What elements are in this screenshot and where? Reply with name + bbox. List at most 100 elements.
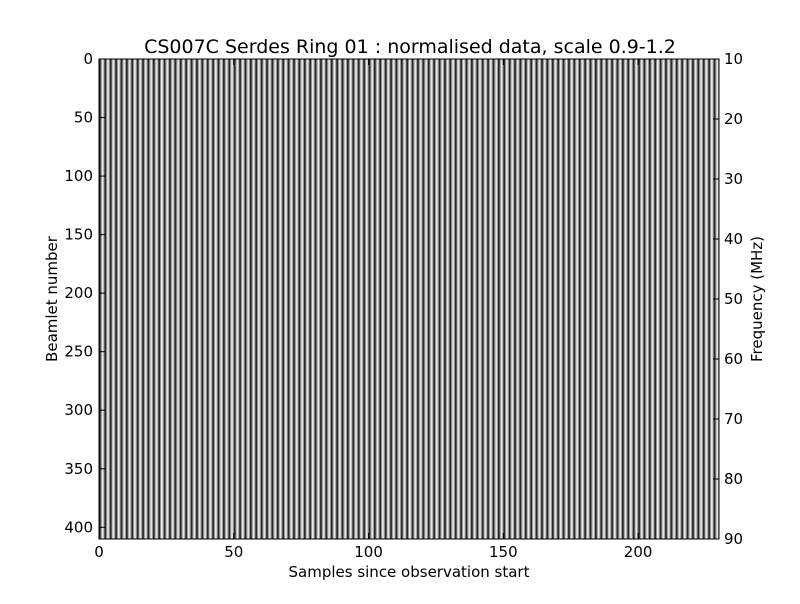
heatmap-column-edge — [141, 59, 143, 539]
heatmap-column — [659, 59, 663, 539]
heatmap-column-edge — [364, 59, 366, 539]
heatmap-column — [452, 59, 456, 539]
heatmap-column-edge — [451, 59, 453, 539]
heatmap-column — [325, 59, 329, 539]
heatmap-column — [136, 59, 140, 539]
heatmap-column-edge — [273, 59, 275, 539]
heatmap-column — [489, 59, 493, 539]
heatmap-column — [171, 59, 175, 539]
heatmap-column-edge — [470, 59, 471, 539]
heatmap-column-edge — [680, 59, 682, 539]
heatmap-column — [295, 59, 299, 539]
heatmap-column — [260, 59, 264, 539]
heatmap-column — [670, 59, 674, 539]
y-tick-label: 350 — [64, 460, 93, 478]
heatmap-column — [134, 59, 138, 539]
heatmap-column — [120, 59, 124, 539]
heatmap-column-edge — [203, 59, 205, 539]
heatmap-column — [689, 59, 693, 539]
heatmap-column-edge — [146, 59, 148, 539]
y2-tick-label: 80 — [724, 470, 743, 488]
heatmap-column-edge — [559, 59, 560, 539]
heatmap-column-edge — [704, 59, 706, 539]
heatmap-column-edge — [324, 59, 326, 539]
heatmap-column — [514, 59, 518, 539]
heatmap-column — [638, 59, 642, 539]
heatmap-column-edge — [432, 59, 434, 539]
heatmap-column-edge — [399, 59, 401, 539]
heatmap-column-edge — [356, 59, 358, 539]
heatmap-column-edge — [540, 59, 542, 539]
heatmap-column-edge — [615, 59, 617, 539]
heatmap-column-edge — [319, 59, 321, 539]
heatmap-column — [349, 59, 353, 539]
chart-title: CS007C Serdes Ring 01 : normalised data,… — [144, 36, 676, 58]
heatmap-column — [379, 59, 383, 539]
heatmap-column-edge — [639, 59, 641, 539]
heatmap-column-edge — [249, 59, 250, 539]
heatmap-column — [640, 59, 644, 539]
y2-tick-label: 30 — [724, 170, 743, 188]
heatmap-column-edge — [618, 59, 620, 539]
heatmap-column-edge — [308, 59, 310, 539]
heatmap-column — [692, 59, 696, 539]
heatmap-column — [438, 59, 442, 539]
heatmap-column — [430, 59, 434, 539]
heatmap-column-edge — [510, 59, 512, 539]
heatmap-column — [371, 59, 375, 539]
heatmap-column-edge — [561, 59, 563, 539]
heatmap-column — [516, 59, 520, 539]
heatmap-column-edge — [494, 59, 496, 539]
heatmap-column — [648, 59, 652, 539]
heatmap-column-edge — [294, 59, 296, 539]
heatmap-column-edge — [569, 59, 571, 539]
heatmap-column — [562, 59, 566, 539]
heatmap-column-edge — [286, 59, 288, 539]
heatmap-column — [223, 59, 226, 539]
heatmap-column — [336, 59, 340, 539]
heatmap-column-edge — [302, 59, 304, 539]
heatmap-column-edge — [208, 59, 210, 539]
heatmap-column-edge — [545, 59, 547, 539]
x-tick-label: 100 — [354, 543, 383, 561]
heatmap-column — [268, 59, 272, 539]
heatmap-column — [487, 59, 491, 539]
heatmap-column — [279, 59, 283, 539]
heatmap-column — [169, 59, 173, 539]
heatmap-column — [646, 59, 650, 539]
heatmap-column-edge — [526, 59, 528, 539]
heatmap-column-edge — [127, 59, 129, 539]
heatmap-column-edge — [707, 59, 709, 539]
heatmap-column-edge — [602, 59, 604, 539]
heatmap-column-edge — [351, 59, 353, 539]
heatmap-column — [600, 59, 604, 539]
heatmap-column — [524, 59, 528, 539]
heatmap-column — [282, 59, 286, 539]
heatmap-column — [187, 59, 191, 539]
heatmap-column — [506, 59, 510, 539]
heatmap-column-edge — [556, 59, 558, 539]
heatmap-column-edge — [653, 59, 655, 539]
heatmap-column — [271, 59, 275, 539]
heatmap-column-edge — [187, 59, 188, 539]
heatmap-column-edge — [367, 59, 369, 539]
heatmap-column-edge — [235, 59, 237, 539]
heatmap-column — [708, 59, 712, 539]
heatmap-column-edge — [311, 59, 312, 539]
heatmap-column-edge — [278, 59, 280, 539]
heatmap-column — [581, 59, 585, 539]
y2-tick-label: 10 — [724, 50, 743, 68]
heatmap-column-edge — [542, 59, 544, 539]
heatmap-column-edge — [257, 59, 259, 539]
heatmap-column — [317, 59, 321, 539]
heatmap-column-edge — [426, 59, 428, 539]
heatmap-column-edge — [464, 59, 466, 539]
heatmap-column — [376, 59, 380, 539]
heatmap-column-edge — [537, 59, 539, 539]
heatmap-column-edge — [205, 59, 207, 539]
heatmap-column — [584, 59, 588, 539]
heatmap-column-edge — [227, 59, 229, 539]
heatmap-column — [589, 59, 593, 539]
heatmap-column — [360, 59, 364, 539]
heatmap-column — [427, 59, 431, 539]
